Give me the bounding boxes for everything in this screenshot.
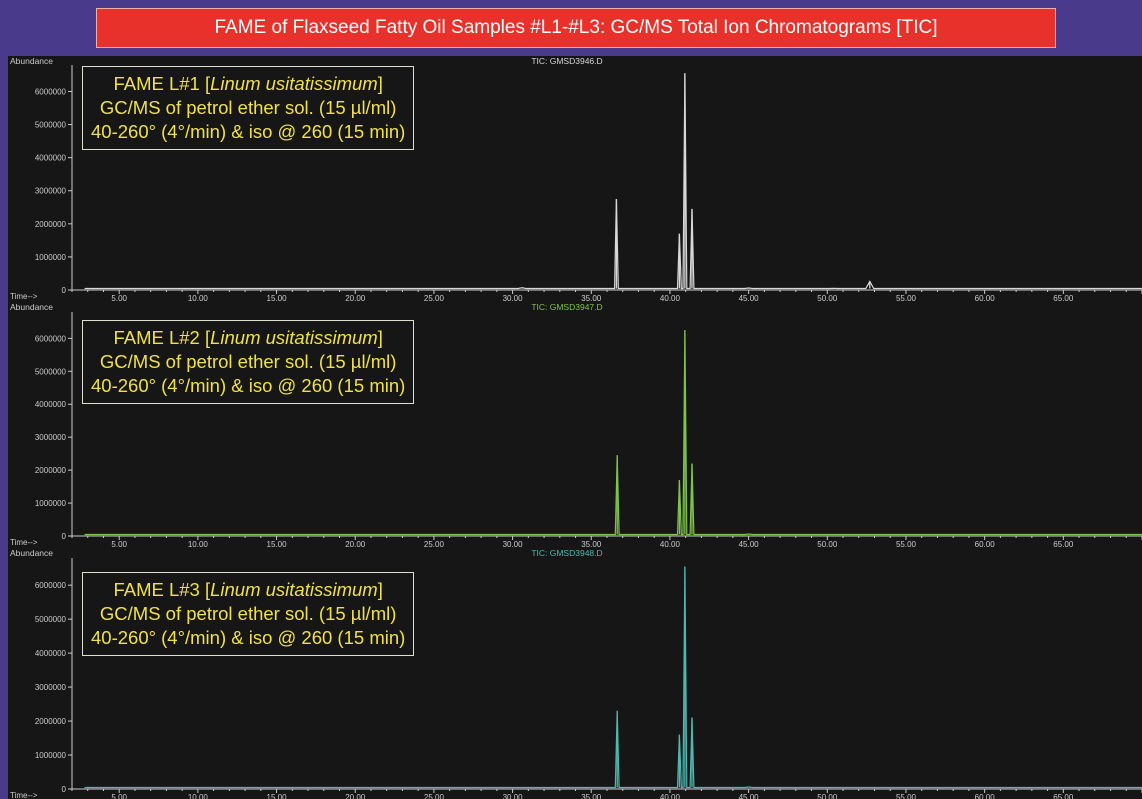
x-tick-label: 50.00 <box>817 540 838 548</box>
tic-trace <box>84 73 1142 290</box>
y-tick-label: 3000000 <box>35 683 67 692</box>
x-tick-label: 20.00 <box>345 294 366 302</box>
x-tick-label: 35.00 <box>581 294 602 302</box>
x-tick-label: 30.00 <box>503 540 524 548</box>
y-tick-label: 0 <box>62 286 67 295</box>
sample-info-box-2: FAME L#2 [Linum usitatissimum] GC/MS of … <box>82 320 415 404</box>
x-tick-label: 15.00 <box>267 294 288 302</box>
sample-info-box-3: FAME L#3 [Linum usitatissimum] GC/MS of … <box>82 572 415 656</box>
x-tick-label: 65.00 <box>1053 540 1074 548</box>
x-tick-label: 45.00 <box>739 793 760 799</box>
x-axis-label: Time--> <box>10 791 38 799</box>
x-tick-label: 50.00 <box>817 793 838 799</box>
y-tick-label: 6000000 <box>35 87 67 96</box>
x-axis-label: Time--> <box>10 292 38 301</box>
x-tick-label: 45.00 <box>739 540 760 548</box>
x-tick-label: 65.00 <box>1053 294 1074 302</box>
chromatogram-panel-3: Abundance TIC: GMSD3948.D 0 1000000 2000000 3… <box>8 548 1142 799</box>
y-axis-label: Abundance <box>10 548 53 558</box>
x-tick-label: 60.00 <box>975 540 996 548</box>
x-tick-label: 25.00 <box>424 540 445 548</box>
x-tick-label: 50.00 <box>817 294 838 302</box>
x-tick-label: 45.00 <box>739 294 760 302</box>
x-tick-label: 40.00 <box>660 294 681 302</box>
chromatogram-svg-2: Abundance TIC: GMSD3947.D 0 1000000 2000000 3… <box>10 302 1142 548</box>
x-tick-label: 65.00 <box>1053 793 1074 799</box>
chromatogram-svg-3: Abundance TIC: GMSD3948.D 0 1000000 2000000 3… <box>10 548 1142 799</box>
x-tick-label: 15.00 <box>267 540 288 548</box>
chromatogram-panel-1: Abundance TIC: GMSD3946.D 0 1000000 2000000 3… <box>8 56 1142 302</box>
x-tick-label: 40.00 <box>660 540 681 548</box>
x-tick-label: 40.00 <box>660 793 681 799</box>
y-tick-label: 6000000 <box>35 334 67 343</box>
x-axis-label: Time--> <box>10 538 38 547</box>
y-tick-label: 1000000 <box>35 499 67 508</box>
x-tick-label: 20.00 <box>345 793 366 799</box>
x-tick-label: 10.00 <box>188 294 209 302</box>
plot-area: Abundance TIC: GMSD3946.D 0 1000000 2000000 3… <box>8 56 1142 799</box>
y-tick-label: 5000000 <box>35 367 67 376</box>
x-tick-label: 35.00 <box>581 793 602 799</box>
y-tick-label: 2000000 <box>35 220 67 229</box>
tic-trace <box>84 330 1142 536</box>
y-axis-label: Abundance <box>10 302 53 312</box>
x-tick-label: 60.00 <box>975 294 996 302</box>
y-axis-label: Abundance <box>10 56 53 66</box>
x-tick-label: 5.00 <box>111 294 127 302</box>
x-tick-label: 55.00 <box>896 540 917 548</box>
x-tick-label: 30.00 <box>503 294 524 302</box>
y-tick-label: 2000000 <box>35 466 67 475</box>
y-tick-label: 4000000 <box>35 400 67 409</box>
x-tick-label: 30.00 <box>503 793 524 799</box>
x-tick-label: 25.00 <box>424 793 445 799</box>
sample-info-box-1: FAME L#1 [Linum usitatissimum] GC/MS of … <box>82 66 415 150</box>
chromatogram-panel-2: Abundance TIC: GMSD3947.D 0 1000000 2000000 3… <box>8 302 1142 548</box>
chart-title: FAME of Flaxseed Fatty Oil Samples #L1-#… <box>96 8 1056 48</box>
x-tick-label: 10.00 <box>188 540 209 548</box>
y-tick-label: 4000000 <box>35 649 67 658</box>
x-tick-label: 15.00 <box>267 793 288 799</box>
tic-file-label: TIC: GMSD3946.D <box>531 56 602 66</box>
y-tick-label: 4000000 <box>35 154 67 163</box>
y-tick-label: 5000000 <box>35 121 67 130</box>
x-tick-label: 35.00 <box>581 540 602 548</box>
y-tick-label: 6000000 <box>35 581 67 590</box>
y-tick-label: 5000000 <box>35 615 67 624</box>
y-tick-label: 2000000 <box>35 717 67 726</box>
y-tick-label: 3000000 <box>35 433 67 442</box>
x-tick-label: 5.00 <box>111 540 127 548</box>
x-tick-label: 20.00 <box>345 540 366 548</box>
y-tick-label: 1000000 <box>35 253 67 262</box>
x-tick-label: 55.00 <box>896 793 917 799</box>
y-tick-label: 1000000 <box>35 751 67 760</box>
x-tick-label: 55.00 <box>896 294 917 302</box>
x-tick-label: 10.00 <box>188 793 209 799</box>
y-tick-label: 0 <box>62 785 67 794</box>
x-tick-label: 60.00 <box>975 793 996 799</box>
x-tick-label: 5.00 <box>111 793 127 799</box>
y-tick-label: 0 <box>62 532 67 541</box>
y-tick-label: 3000000 <box>35 187 67 196</box>
x-tick-label: 25.00 <box>424 294 445 302</box>
chromatogram-svg-1: Abundance TIC: GMSD3946.D 0 1000000 2000000 3… <box>10 56 1142 302</box>
tic-file-label: TIC: GMSD3947.D <box>531 302 602 312</box>
tic-file-label: TIC: GMSD3948.D <box>531 548 602 558</box>
